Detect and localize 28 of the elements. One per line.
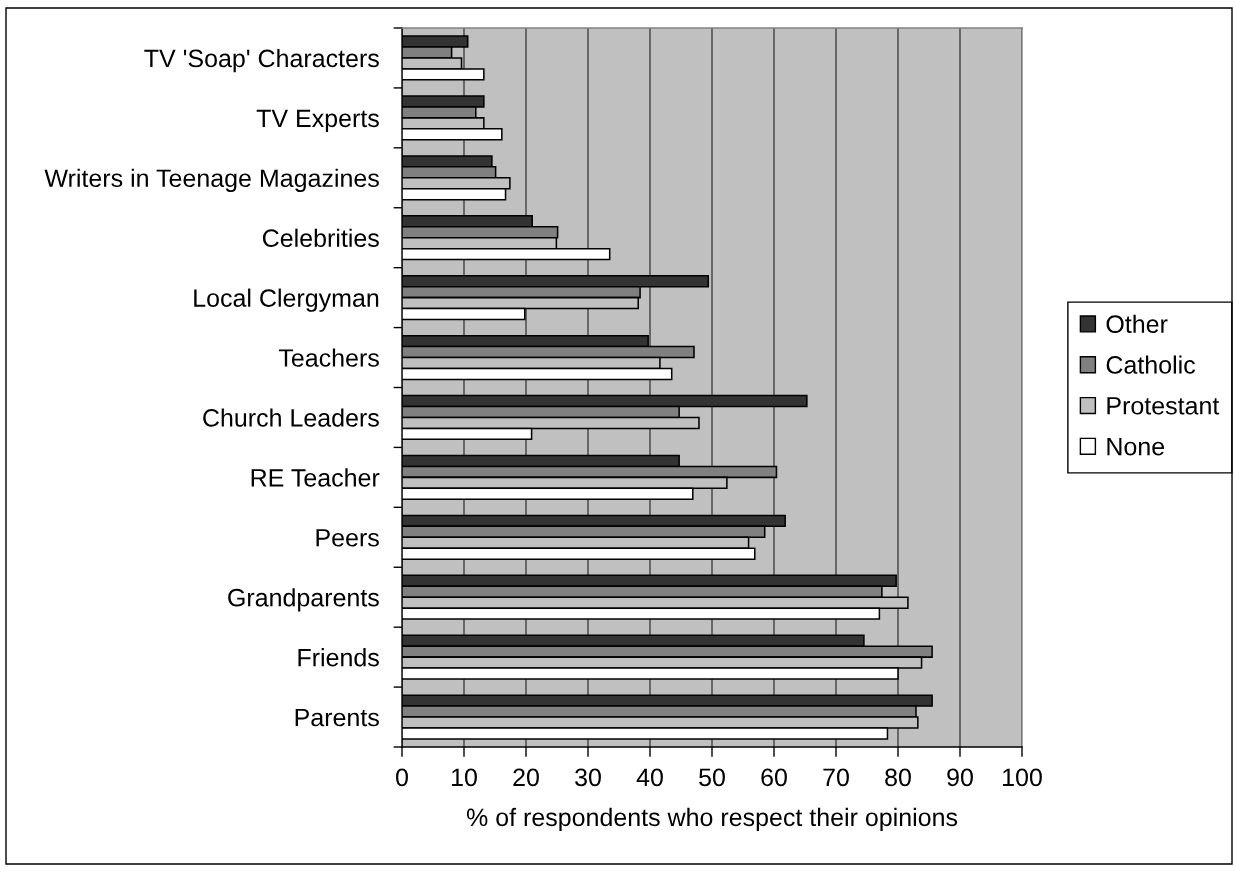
x-tick-label: 30 — [575, 768, 601, 787]
x-tick-label: 100 — [1003, 768, 1042, 787]
x-tick-label: 60 — [761, 768, 787, 787]
x-tick-label: 0 — [396, 768, 408, 787]
legend-label: Other — [1106, 314, 1168, 333]
legend-label: Protestant — [1107, 397, 1220, 415]
x-tick-label: 20 — [513, 768, 539, 787]
y-tick-label: Celebrities — [262, 228, 379, 248]
y-tick-label: TV Experts — [256, 109, 379, 133]
y-tick-label: Church Leaders — [203, 408, 379, 427]
x-tick-label: 40 — [636, 768, 663, 787]
x-tick-label: 70 — [823, 768, 849, 787]
y-tick-label: Friends — [298, 648, 379, 667]
y-tick-label: Local Clergyman — [194, 288, 379, 312]
y-tick-label: TV 'Soap' Characters — [144, 48, 379, 73]
x-tick-label: 10 — [452, 768, 477, 787]
y-tick-label: RE Teacher — [251, 468, 380, 487]
x-axis-title: % of respondents who respect their opinions — [466, 807, 958, 832]
x-tick-label: 90 — [947, 768, 973, 787]
legend-label: None — [1107, 437, 1165, 456]
y-tick-label: Parents — [295, 708, 379, 727]
x-tick-label: 80 — [885, 768, 911, 787]
y-tick-label: Writers in Teenage Magazines — [44, 168, 379, 193]
y-tick-label: Teachers — [278, 348, 379, 367]
y-tick-label: Grandparents — [228, 588, 379, 612]
x-tick-label: 50 — [699, 768, 725, 787]
legend-label: Catholic — [1106, 355, 1196, 374]
y-tick-label: Peers — [316, 529, 379, 547]
